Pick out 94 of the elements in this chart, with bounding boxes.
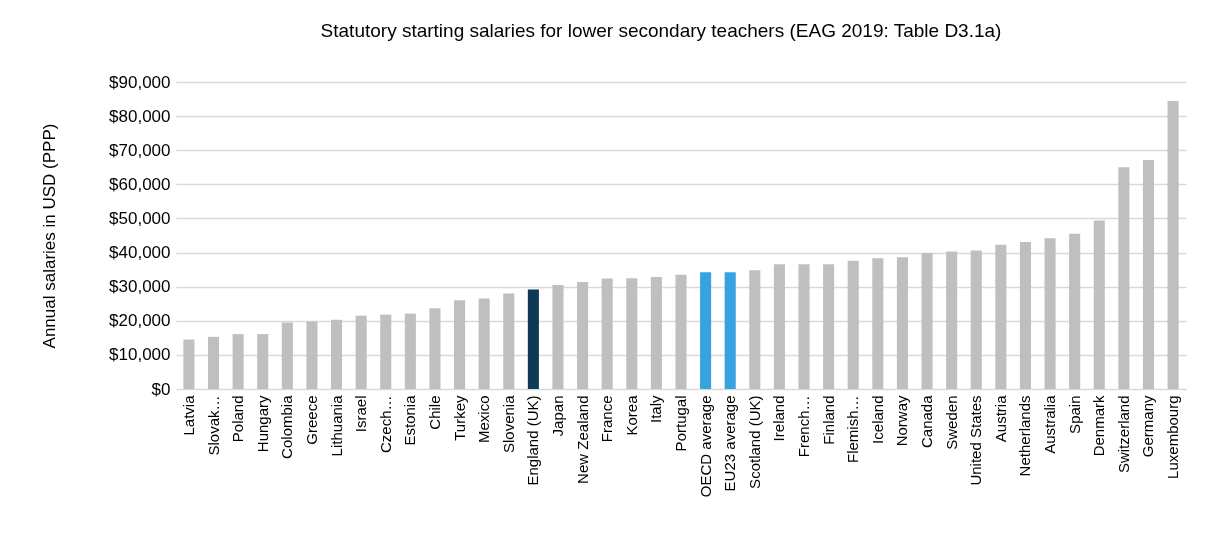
x-tick-label: United States	[967, 395, 985, 486]
x-tick-label: Mexico	[475, 395, 493, 444]
bar	[970, 250, 982, 389]
bar	[1167, 101, 1179, 389]
bar	[281, 322, 293, 389]
x-tick-label: Israel	[352, 395, 370, 433]
bar	[527, 289, 539, 389]
bar	[626, 278, 638, 389]
y-tick-label: $10,000	[109, 345, 171, 365]
x-tick-label: Lithuania	[327, 394, 345, 457]
x-tick-label: Iceland	[868, 395, 886, 444]
bar	[380, 314, 392, 389]
bar	[872, 258, 884, 389]
x-tick-label: Spain	[1065, 395, 1083, 434]
x-tick-label: Finland	[819, 395, 837, 445]
y-tick-label: $20,000	[109, 311, 171, 331]
bar	[601, 278, 613, 389]
x-tick-label: Luxembourg	[1164, 395, 1182, 479]
x-tick-label: Italy	[647, 395, 665, 424]
x-tick-label: Hungary	[253, 395, 271, 453]
bar	[478, 298, 490, 389]
bar	[577, 281, 589, 389]
bar	[896, 257, 908, 389]
bar	[921, 252, 933, 389]
bar	[724, 272, 736, 389]
x-tick-label: Chile	[425, 395, 443, 430]
x-tick-label: Switzerland	[1114, 395, 1132, 474]
bar	[257, 334, 269, 389]
y-tick-label: $90,000	[109, 72, 171, 92]
bar	[232, 334, 244, 389]
x-tick-label: Austria	[991, 394, 1009, 443]
x-tick-label: Portugal	[672, 395, 689, 452]
bar	[1093, 220, 1105, 389]
x-tick-label: Colombia	[278, 394, 296, 459]
bar	[1142, 160, 1155, 389]
bar	[700, 272, 712, 389]
x-tick-label: Norway	[893, 395, 911, 447]
bar	[1019, 241, 1031, 389]
x-tick-label: Greece	[302, 395, 320, 445]
bar	[1118, 167, 1130, 389]
x-tick-label: Flemish…	[844, 395, 862, 464]
bar	[503, 293, 515, 389]
x-tick-label: Germany	[1139, 395, 1157, 458]
y-tick-label: $30,000	[109, 277, 171, 297]
bar	[847, 260, 859, 389]
x-tick-label: Korea	[622, 394, 640, 436]
bar	[650, 277, 662, 389]
bar	[1069, 233, 1081, 389]
x-tick-label: England (UK)	[524, 395, 542, 486]
x-tick-label: Slovak…	[204, 395, 222, 456]
bar	[773, 264, 785, 389]
y-tick-label: $80,000	[109, 106, 171, 126]
bar	[207, 336, 220, 389]
bar	[675, 274, 687, 389]
y-tick-label: $40,000	[109, 243, 171, 263]
x-tick-label: France	[598, 395, 616, 443]
bar	[183, 339, 195, 389]
x-tick-label: Poland	[229, 395, 247, 443]
x-tick-label: Netherlands	[1016, 395, 1034, 477]
x-tick-label: Slovenia	[499, 394, 517, 454]
bar	[995, 244, 1007, 389]
y-tick-label: $0	[151, 379, 171, 399]
y-axis-title: Annual salaries in USD (PPP)	[40, 123, 60, 349]
bar	[798, 264, 810, 389]
bar	[946, 251, 958, 389]
bar	[454, 300, 466, 389]
bar	[355, 315, 367, 389]
chart-title: Statutory starting salaries for lower secondary teachers (EAG 2019: Table D3.1a)	[320, 20, 1002, 41]
bar	[306, 321, 318, 389]
y-tick-label: $50,000	[109, 208, 171, 228]
x-tick-label: OECD average	[696, 395, 714, 498]
bar	[331, 319, 343, 389]
y-tick-label: $60,000	[109, 174, 171, 194]
x-tick-label: Estonia	[401, 394, 419, 446]
x-tick-label: New Zealand	[573, 395, 591, 484]
bar	[429, 308, 441, 389]
x-tick-label: Japan	[548, 395, 566, 437]
x-tick-label: EU23 average	[721, 395, 739, 492]
bar	[1044, 238, 1056, 389]
x-tick-label: Latvia	[179, 394, 197, 436]
bar	[404, 313, 416, 389]
x-tick-label: Scotland (UK)	[745, 395, 763, 489]
x-tick-label: Ireland	[770, 395, 788, 442]
x-tick-label: French…	[795, 395, 813, 458]
bar	[823, 264, 835, 389]
x-tick-label: Czech…	[376, 395, 394, 454]
x-tick-label: Denmark	[1090, 395, 1108, 457]
x-tick-label: Turkey	[450, 395, 468, 441]
x-tick-label: Sweden	[942, 395, 960, 450]
bar	[552, 284, 564, 389]
bar	[749, 270, 761, 389]
x-tick-label: Canada	[918, 394, 936, 449]
x-tick-label: Australia	[1041, 394, 1059, 454]
y-tick-label: $70,000	[109, 140, 171, 160]
